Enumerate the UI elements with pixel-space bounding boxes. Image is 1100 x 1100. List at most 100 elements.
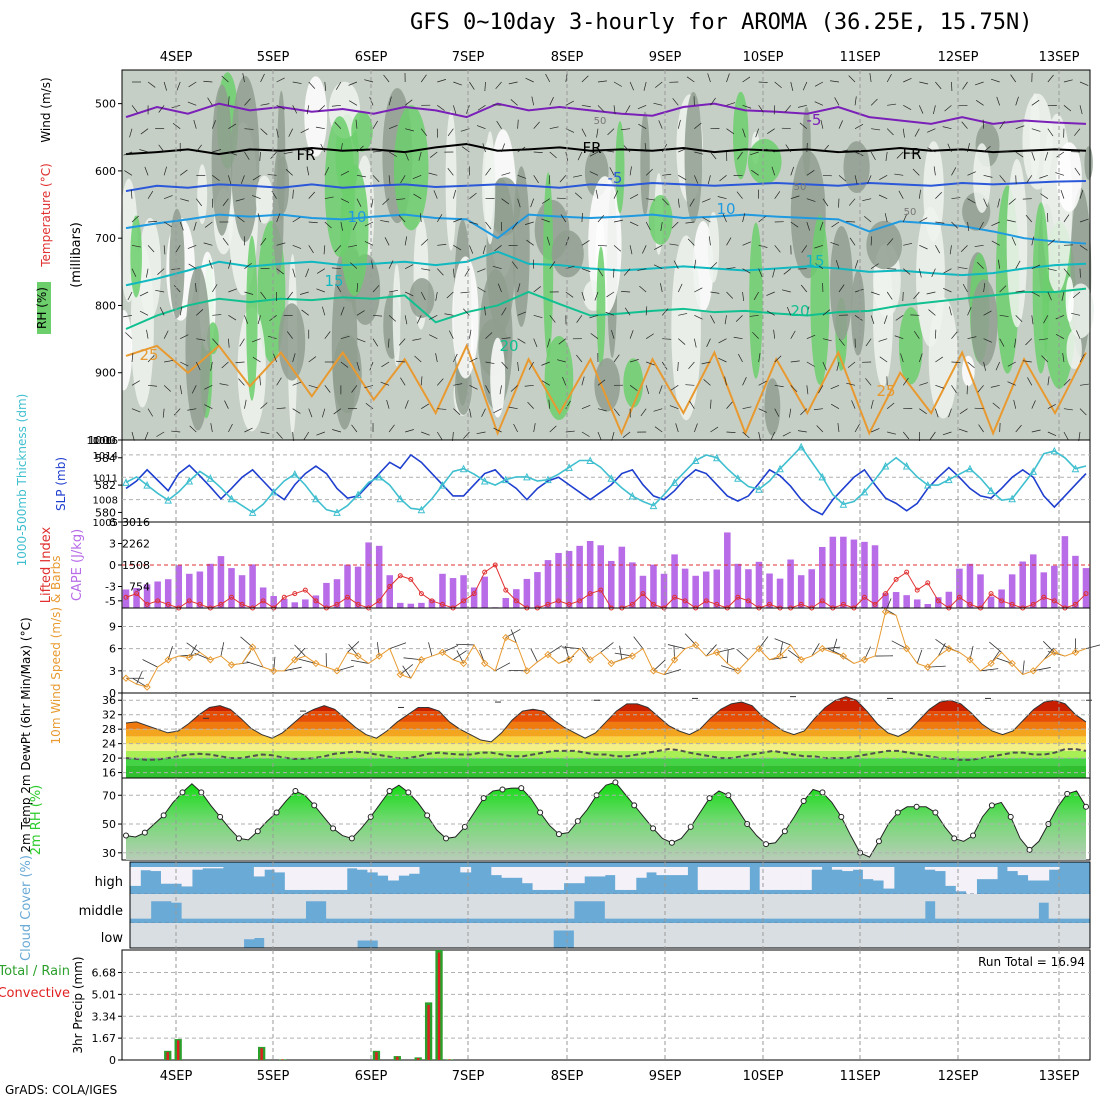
wind-barb (597, 408, 607, 412)
wind-barb (469, 221, 479, 225)
wind-barb (903, 78, 912, 83)
cloud-gap (501, 923, 513, 948)
wind-barb (222, 237, 229, 246)
wind-barb (661, 144, 668, 153)
wind-speed-marker (860, 656, 869, 664)
wind-barb (303, 431, 310, 440)
li-marker (767, 601, 773, 607)
li-marker (408, 576, 414, 582)
wind-barb (485, 332, 493, 339)
wind-barb (887, 431, 897, 435)
cape-bar (829, 536, 837, 608)
wind-barb (621, 128, 631, 131)
wind-barb (597, 431, 602, 441)
wind-barb (388, 151, 397, 157)
wind-barb (533, 175, 539, 184)
cloud-gap (584, 867, 596, 877)
wind-barb (724, 376, 727, 386)
wind-barb (974, 244, 984, 247)
cloud-gap (295, 894, 306, 919)
cloud-gap (460, 923, 472, 948)
wind-barb (324, 196, 334, 200)
thickness-marker (734, 474, 742, 482)
wind-barb (581, 104, 591, 108)
cape-bar (154, 581, 161, 608)
wind-barb (640, 408, 647, 417)
wind-barb (597, 379, 606, 386)
contour-label: 25 (139, 346, 158, 364)
wind-barb (541, 361, 550, 366)
wind-barb (1063, 431, 1069, 441)
cloud-gap (770, 923, 781, 948)
thickness-tick-label: 584 (95, 452, 116, 465)
wind-barb (1015, 290, 1025, 293)
cape-bar (671, 554, 678, 608)
wind-barb (453, 268, 455, 278)
wind-barb (613, 105, 616, 115)
cloud-gap (336, 894, 348, 919)
temp-tick-label: 36 (102, 694, 116, 707)
wind-barb (624, 307, 631, 316)
wind-barb (675, 423, 679, 433)
wind-barb (191, 385, 197, 394)
wind-barb (496, 120, 502, 129)
wind-barb (621, 291, 631, 293)
wind-barb (822, 338, 832, 342)
wind-barb (418, 151, 422, 161)
wind-barb (736, 191, 743, 199)
wind-barb (589, 171, 599, 176)
li-marker (967, 601, 973, 607)
wind-barb (495, 81, 502, 90)
cloud-gap (191, 894, 203, 919)
rh2m-marker (1007, 813, 1014, 820)
rh2m-marker (932, 809, 939, 816)
wind-barb (766, 291, 775, 296)
wind-barb (902, 431, 910, 440)
wind-barb (958, 428, 968, 433)
isotherm-line (125, 180, 1087, 193)
wind-barb (749, 314, 759, 317)
rh-shading-patch (1066, 329, 1082, 370)
cloud-gap (480, 923, 492, 948)
cloud-gap (904, 923, 916, 948)
wind-barb (1031, 99, 1040, 106)
wind-barb (501, 172, 511, 176)
wind-barb-10m (136, 670, 143, 685)
wind-barb (292, 381, 302, 386)
rh-shading-patch (1006, 159, 1028, 328)
rh2m-marker (141, 829, 148, 836)
wind-barb-10m (142, 659, 158, 668)
wind-barb (559, 175, 567, 183)
wind-barb (549, 315, 556, 323)
cloud-gap (780, 894, 792, 919)
thickness-tick-label: 580 (95, 506, 116, 519)
wind-frame (121, 607, 1091, 694)
wind-barb-10m (132, 678, 148, 688)
wind-barb (831, 221, 840, 228)
li-marker (556, 598, 562, 604)
wind-barb (789, 408, 792, 418)
cloud-gap (388, 923, 399, 948)
wind-barb (933, 105, 936, 115)
wind-barb (260, 73, 265, 83)
wind-barb (1031, 429, 1041, 433)
wind-barb (147, 408, 154, 417)
wind-barb (790, 81, 794, 91)
wind-barb (501, 198, 510, 205)
wind-barb (887, 103, 897, 106)
cloud-gap (935, 894, 946, 919)
wind-tick-label: 9 (109, 620, 116, 633)
wind-barb (835, 259, 840, 269)
wind-barb (1031, 315, 1034, 325)
cloud-gap (800, 867, 812, 890)
li-marker (629, 601, 635, 607)
cloud-gap (522, 867, 534, 884)
wind-barb (356, 145, 364, 153)
wind-barb (742, 406, 752, 410)
wind-barb (597, 268, 604, 277)
wind-barb (726, 73, 730, 83)
wind-barb (1040, 193, 1049, 199)
wind-barb (1031, 400, 1036, 409)
wind-barb (577, 151, 583, 161)
cape-bar (586, 540, 594, 608)
